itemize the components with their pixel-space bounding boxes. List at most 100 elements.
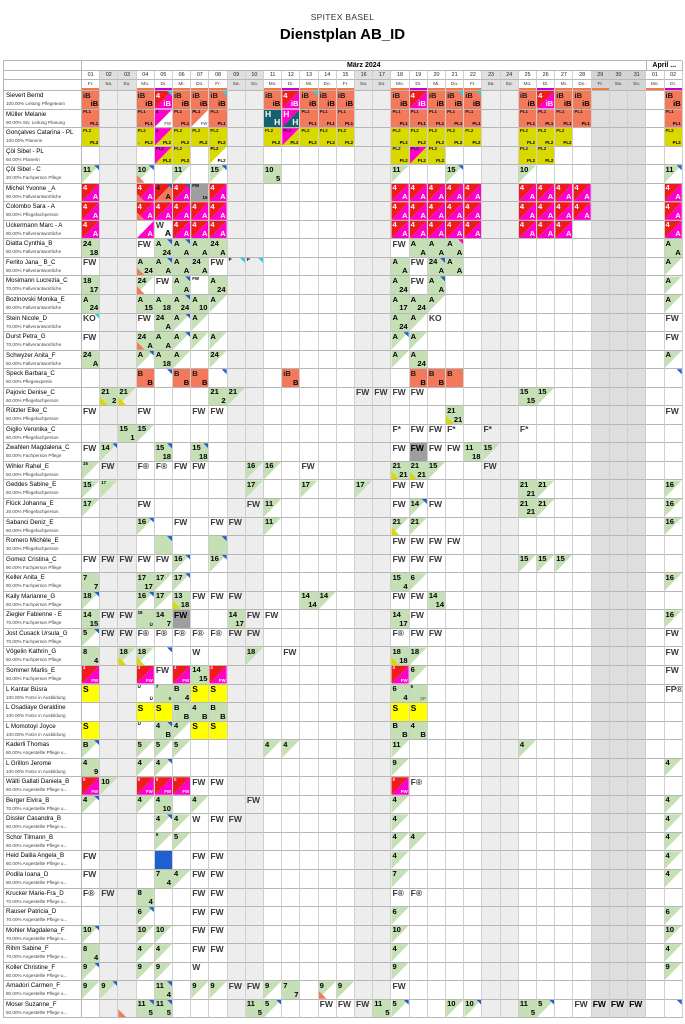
shift-cell[interactable]: iB iB: [173, 91, 192, 110]
day-number-header[interactable]: 26: [537, 71, 556, 80]
shift-cell[interactable]: [518, 610, 538, 629]
shift-cell[interactable]: [282, 350, 301, 370]
shift-cell[interactable]: [518, 795, 538, 815]
shift-cell[interactable]: 16: [664, 480, 683, 500]
shift-cell[interactable]: 4 iB: [282, 91, 301, 110]
shift-cell[interactable]: [609, 332, 629, 351]
shift-cell[interactable]: [373, 406, 392, 425]
shift-cell[interactable]: [646, 146, 665, 166]
shift-cell[interactable]: FW: [173, 517, 192, 537]
shift-cell[interactable]: [555, 146, 574, 166]
shift-cell[interactable]: [355, 313, 374, 333]
shift-cell[interactable]: [100, 814, 119, 833]
shift-cell[interactable]: [664, 461, 683, 481]
shift-cell[interactable]: [573, 795, 592, 815]
shift-cell[interactable]: FW: [409, 591, 428, 611]
shift-cell[interactable]: [245, 851, 265, 870]
shift-cell[interactable]: [555, 851, 574, 870]
shift-cell[interactable]: [518, 925, 538, 945]
shift-cell[interactable]: [500, 758, 519, 778]
shift-cell[interactable]: 11: [391, 165, 410, 184]
shift-cell[interactable]: S: [409, 703, 428, 722]
shift-cell[interactable]: PL2 PL2: [518, 128, 538, 147]
shift-cell[interactable]: FW: [209, 888, 228, 908]
shift-cell[interactable]: [245, 276, 265, 296]
shift-cell[interactable]: [300, 499, 319, 518]
shift-cell[interactable]: [118, 165, 137, 184]
shift-cell[interactable]: [646, 684, 665, 704]
shift-cell[interactable]: 4: [664, 795, 683, 815]
shift-cell[interactable]: [482, 573, 501, 592]
shift-cell[interactable]: F®: [409, 888, 428, 908]
shift-cell[interactable]: [264, 350, 283, 370]
shift-cell[interactable]: [427, 665, 447, 685]
day-number-header[interactable]: 21: [446, 71, 465, 80]
shift-cell[interactable]: PL2 PL2: [173, 128, 192, 147]
shift-cell[interactable]: 11: [391, 740, 410, 759]
shift-cell[interactable]: [537, 350, 556, 370]
shift-cell[interactable]: 4: [664, 944, 683, 963]
day-number-header[interactable]: 02: [100, 71, 119, 80]
shift-cell[interactable]: 16: [664, 610, 683, 629]
shift-cell[interactable]: [537, 165, 556, 184]
shift-cell[interactable]: [373, 202, 392, 221]
shift-cell[interactable]: FW: [300, 461, 319, 481]
shift-cell[interactable]: S: [154, 703, 174, 722]
shift-cell[interactable]: [355, 610, 374, 629]
shift-cell[interactable]: [100, 832, 119, 852]
shift-cell[interactable]: [500, 944, 519, 963]
shift-cell[interactable]: PL1 PL1: [336, 109, 356, 129]
shift-cell[interactable]: [646, 554, 665, 574]
shift-cell[interactable]: 10: [100, 777, 119, 796]
weekday-header[interactable]: Fr.: [82, 80, 101, 91]
shift-cell[interactable]: 9: [82, 962, 101, 982]
shift-cell[interactable]: [591, 888, 610, 908]
shift-cell[interactable]: [555, 684, 574, 704]
shift-cell[interactable]: 10: [518, 165, 538, 184]
shift-cell[interactable]: [282, 925, 301, 945]
shift-cell[interactable]: FW: [209, 925, 228, 945]
shift-cell[interactable]: [518, 239, 538, 258]
shift-cell[interactable]: [227, 832, 246, 852]
shift-cell[interactable]: [446, 962, 465, 982]
shift-cell[interactable]: FW: [136, 313, 155, 333]
shift-cell[interactable]: [464, 721, 483, 741]
shift-cell[interactable]: [300, 740, 319, 759]
shift-cell[interactable]: [173, 795, 192, 815]
shift-cell[interactable]: [300, 777, 319, 796]
shift-cell[interactable]: [427, 832, 447, 852]
shift-cell[interactable]: [282, 758, 301, 778]
shift-cell[interactable]: [227, 907, 246, 926]
shift-cell[interactable]: [609, 591, 629, 611]
shift-cell[interactable]: 14 14: [300, 591, 319, 611]
shift-cell[interactable]: iB iB: [209, 91, 228, 110]
weekday-header[interactable]: Fr.: [591, 80, 610, 91]
shift-cell[interactable]: 18 18: [391, 647, 410, 666]
day-number-header[interactable]: 10: [245, 71, 265, 80]
shift-cell[interactable]: [318, 443, 337, 462]
shift-cell[interactable]: [282, 628, 301, 648]
shift-cell[interactable]: [609, 795, 629, 815]
shift-cell[interactable]: [628, 424, 647, 444]
shift-cell[interactable]: [100, 128, 119, 147]
shift-cell[interactable]: [209, 758, 228, 778]
shift-cell[interactable]: [118, 350, 137, 370]
shift-cell[interactable]: 9: [100, 981, 119, 1000]
shift-cell[interactable]: FW: [282, 647, 301, 666]
weekday-header[interactable]: Di.: [537, 80, 556, 91]
shift-cell[interactable]: [318, 220, 337, 240]
shift-cell[interactable]: [245, 406, 265, 425]
shift-cell[interactable]: PL2 PL2: [173, 146, 192, 166]
shift-cell[interactable]: [336, 332, 356, 351]
weekday-header[interactable]: Di.: [282, 80, 301, 91]
shift-cell[interactable]: S: [391, 703, 410, 722]
shift-cell[interactable]: FW: [136, 554, 155, 574]
shift-cell[interactable]: [591, 406, 610, 425]
